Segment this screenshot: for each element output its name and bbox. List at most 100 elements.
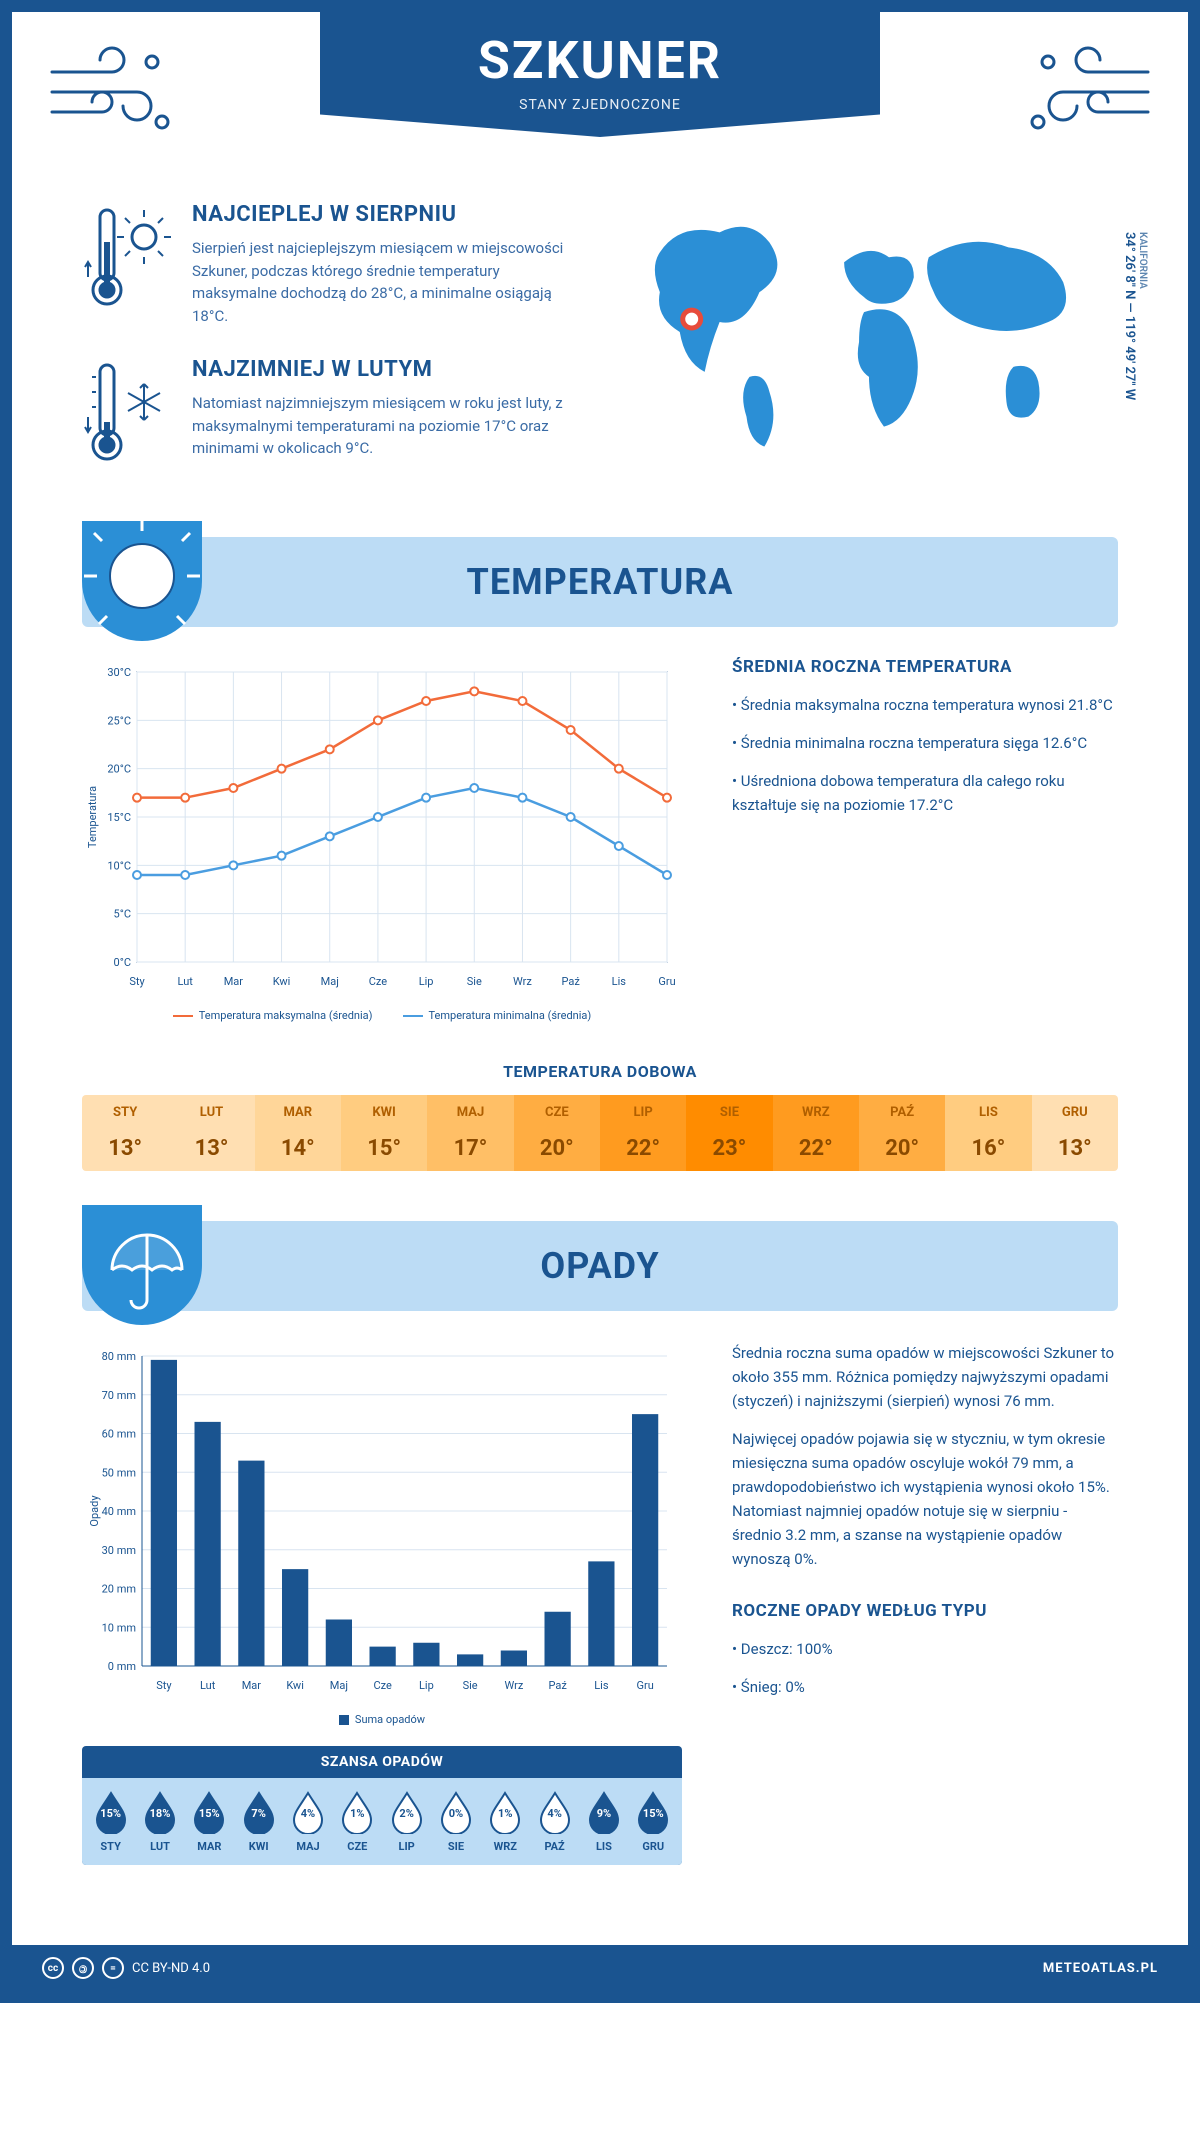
rain-chance-table: SZANSA OPADÓW 15%STY18%LUT15%MAR7%KWI4%M… — [82, 1746, 682, 1865]
svg-text:80 mm: 80 mm — [102, 1350, 136, 1363]
month-value: 13° — [168, 1128, 254, 1161]
svg-text:Kwi: Kwi — [273, 975, 291, 988]
nd-icon: = — [102, 1957, 124, 1979]
month-value: 13° — [82, 1128, 168, 1161]
hottest-text: Sierpień jest najcieplejszym miesiącem w… — [192, 237, 580, 327]
svg-text:40 mm: 40 mm — [102, 1505, 136, 1518]
svg-text:Lip: Lip — [419, 1679, 434, 1692]
daily-temp-table: STY13°LUT13°MAR14°KWI15°MAJ17°CZE20°LIP2… — [82, 1095, 1118, 1171]
legend-min: Temperatura minimalna (średnia) — [403, 1009, 592, 1022]
svg-text:Cze: Cze — [373, 1679, 392, 1692]
legend-bar: Suma opadów — [339, 1713, 425, 1726]
month-cell: MAJ17° — [427, 1095, 513, 1171]
svg-text:Mar: Mar — [224, 975, 244, 988]
world-map-icon — [620, 202, 1118, 462]
drop-icon: 15% — [635, 1790, 671, 1834]
drop-icon: 2% — [389, 1790, 425, 1834]
drop-icon: 1% — [487, 1790, 523, 1834]
month-header: KWI — [341, 1105, 427, 1128]
daily-temp-title: TEMPERATURA DOBOWA — [82, 1062, 1118, 1081]
svg-text:Cze: Cze — [369, 975, 388, 988]
coordinates: KALIFORNIA 34° 26' 8" N — 119° 49' 27" W — [1122, 232, 1148, 400]
temp-stat-item: • Średnia maksymalna roczna temperatura … — [732, 693, 1118, 717]
page-frame: SZKUNER STANY ZJEDNOCZONE NAJCIEPLEJ W S… — [0, 0, 1200, 2003]
header: SZKUNER STANY ZJEDNOCZONE — [12, 12, 1188, 182]
svg-text:Wrz: Wrz — [504, 1679, 523, 1692]
svg-text:70 mm: 70 mm — [102, 1389, 136, 1402]
svg-text:50 mm: 50 mm — [102, 1466, 136, 1479]
drop-icon: 4% — [537, 1790, 573, 1834]
umbrella-icon — [82, 1205, 202, 1325]
precipitation-title: OPADY — [82, 1245, 1118, 1287]
precip-p2: Najwięcej opadów pojawia się w styczniu,… — [732, 1427, 1118, 1571]
month-value: 22° — [600, 1128, 686, 1161]
by-icon: 🄯 — [72, 1957, 94, 1979]
precip-p1: Średnia roczna suma opadów w miejscowośc… — [732, 1341, 1118, 1413]
month-header: CZE — [514, 1105, 600, 1128]
svg-text:Gru: Gru — [658, 975, 675, 988]
svg-text:0°C: 0°C — [114, 956, 131, 969]
thermometer-hot-icon — [82, 202, 172, 312]
month-value: 22° — [773, 1128, 859, 1161]
intro-text-col: NAJCIEPLEJ W SIERPNIU Sierpień jest najc… — [82, 202, 580, 497]
legend-max: Temperatura maksymalna (średnia) — [173, 1009, 373, 1022]
drop-icon: 1% — [339, 1790, 375, 1834]
title-banner: SZKUNER STANY ZJEDNOCZONE — [320, 12, 880, 137]
drop-icon: 15% — [191, 1790, 227, 1834]
month-cell: GRU13° — [1032, 1095, 1118, 1171]
month-cell: KWI15° — [341, 1095, 427, 1171]
svg-text:Kwi: Kwi — [286, 1679, 304, 1692]
rain-cell: 4%PAŹ — [530, 1790, 579, 1853]
hottest-title: NAJCIEPLEJ W SIERPNIU — [192, 202, 580, 227]
svg-text:Sty: Sty — [156, 1679, 172, 1692]
svg-text:10 mm: 10 mm — [102, 1621, 136, 1634]
svg-text:30 mm: 30 mm — [102, 1544, 136, 1557]
temperature-row: 0°C5°C10°C15°C20°C25°C30°CStyLutMarKwiMa… — [82, 657, 1118, 1022]
coldest-title: NAJZIMNIEJ W LUTYM — [192, 357, 580, 382]
drop-icon: 7% — [241, 1790, 277, 1834]
svg-text:Lis: Lis — [612, 975, 627, 988]
wind-icon-left — [42, 32, 182, 152]
content: NAJCIEPLEJ W SIERPNIU Sierpień jest najc… — [12, 182, 1188, 1945]
cc-icon: cc — [42, 1957, 64, 1979]
temperature-section-header: TEMPERATURA — [82, 537, 1118, 627]
precipitation-chart: 0 mm10 mm20 mm30 mm40 mm50 mm60 mm70 mm8… — [82, 1341, 682, 1865]
license-block: cc 🄯 = CC BY-ND 4.0 — [42, 1957, 210, 1979]
precipitation-row: 0 mm10 mm20 mm30 mm40 mm50 mm60 mm70 mm8… — [82, 1341, 1118, 1865]
svg-text:30°C: 30°C — [107, 666, 131, 679]
map-col: KALIFORNIA 34° 26' 8" N — 119° 49' 27" W — [620, 202, 1118, 497]
temp-legend: Temperatura maksymalna (średnia) Tempera… — [82, 1009, 682, 1022]
rain-cell: 2%LIP — [382, 1790, 431, 1853]
svg-text:Paź: Paź — [548, 1679, 567, 1692]
rain-chance-title: SZANSA OPADÓW — [82, 1746, 682, 1778]
temperature-chart: 0°C5°C10°C15°C20°C25°C30°CStyLutMarKwiMa… — [82, 657, 682, 1022]
svg-text:Sie: Sie — [467, 975, 482, 988]
month-header: WRZ — [773, 1105, 859, 1128]
svg-text:Sty: Sty — [129, 975, 145, 988]
month-header: LIS — [945, 1105, 1031, 1128]
precipitation-text: Średnia roczna suma opadów w miejscowośc… — [732, 1341, 1118, 1865]
svg-text:Temperatura: Temperatura — [86, 786, 99, 848]
month-header: LIP — [600, 1105, 686, 1128]
region-label: KALIFORNIA — [1137, 232, 1148, 394]
temp-stat-item: • Uśredniona dobowa temperatura dla całe… — [732, 769, 1118, 817]
month-value: 16° — [945, 1128, 1031, 1161]
rain-cell: 7%KWI — [234, 1790, 283, 1853]
rain-cell: 18%LUT — [135, 1790, 184, 1853]
sun-icon — [82, 521, 202, 641]
svg-text:Lis: Lis — [594, 1679, 609, 1692]
month-header: GRU — [1032, 1105, 1118, 1128]
rain-cell: 15%GRU — [629, 1790, 678, 1853]
svg-text:15°C: 15°C — [107, 811, 131, 824]
lat-label: 34° 26' 8" N — [1122, 232, 1137, 299]
svg-text:20°C: 20°C — [107, 763, 131, 776]
svg-text:Mar: Mar — [242, 1679, 262, 1692]
month-cell: LIS16° — [945, 1095, 1031, 1171]
month-value: 14° — [255, 1128, 341, 1161]
month-value: 20° — [514, 1128, 600, 1161]
svg-text:Wrz: Wrz — [513, 975, 532, 988]
month-value: 17° — [427, 1128, 513, 1161]
intro-row: NAJCIEPLEJ W SIERPNIU Sierpień jest najc… — [82, 202, 1118, 497]
month-cell: LUT13° — [168, 1095, 254, 1171]
annual-precip-item: • Deszcz: 100% — [732, 1637, 1118, 1661]
